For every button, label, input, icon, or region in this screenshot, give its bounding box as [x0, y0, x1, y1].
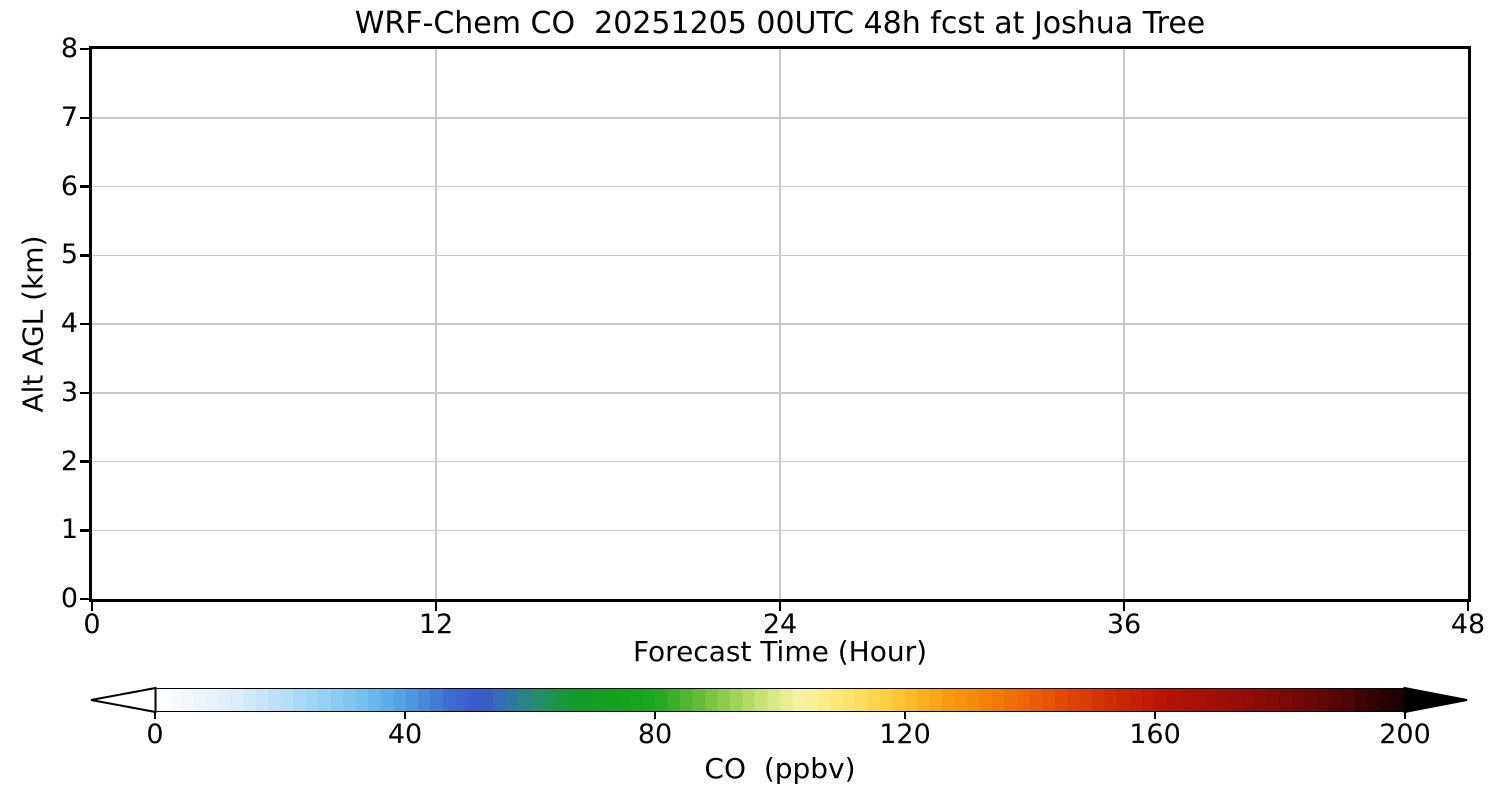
y-tick-label: 5 [60, 239, 78, 271]
colorbar-tick [904, 712, 906, 719]
y-axis-tick [80, 391, 89, 394]
y-tick-label: 3 [60, 376, 78, 408]
colorbar-tick [1404, 712, 1406, 719]
x-axis-tick [434, 602, 438, 611]
colorbar-gradient-bar [155, 688, 1405, 712]
colorbar-tick-label: 120 [879, 719, 931, 750]
colorbar-over-arrow [1403, 686, 1468, 714]
x-axis-label: Forecast Time (Hour) [632, 635, 928, 668]
x-tick-label: 24 [762, 609, 798, 640]
gridline-horizontal [92, 392, 1468, 394]
colorbar-tick-label: 40 [387, 719, 423, 750]
chart-title: WRF-Chem CO 20251205 00UTC 48h fcst at J… [354, 6, 1206, 41]
colorbar-tick-label: 0 [146, 719, 164, 750]
y-axis-tick [80, 185, 89, 188]
colorbar-tick-label: 200 [1379, 719, 1431, 750]
colorbar-label: CO (ppbv) [704, 752, 856, 785]
colorbar-tick [654, 712, 656, 719]
y-axis-tick [80, 529, 89, 532]
colorbar-tick [404, 712, 406, 719]
colorbar-under-arrow [90, 686, 157, 714]
y-tick-label: 2 [60, 445, 78, 477]
x-axis-tick [90, 602, 94, 611]
gridline-horizontal [92, 117, 1468, 119]
colorbar-tick-label: 80 [637, 719, 673, 750]
x-axis-tick [1466, 602, 1470, 611]
colorbar-tick-label: 160 [1129, 719, 1181, 750]
gridline-horizontal [92, 529, 1468, 531]
gridline-horizontal [92, 460, 1468, 463]
y-tick-label: 4 [60, 308, 78, 339]
x-axis-tick [778, 602, 782, 611]
gridline-horizontal [92, 185, 1468, 188]
gridline-horizontal [92, 254, 1468, 256]
y-tick-label: 0 [60, 583, 78, 614]
colorbar-under-arrow-shape [90, 686, 157, 714]
y-axis-tick [80, 116, 89, 119]
y-axis-tick [80, 460, 89, 463]
y-axis-tick [80, 47, 89, 51]
colorbar-over-arrow-shape [1403, 686, 1468, 714]
x-axis-tick [1122, 602, 1126, 611]
colorbar-tick [1154, 712, 1156, 719]
x-tick-label: 0 [83, 609, 101, 640]
plot-area [89, 46, 1471, 602]
x-tick-label: 48 [1450, 609, 1486, 640]
y-axis-tick [80, 322, 89, 326]
y-tick-label: 8 [60, 33, 78, 64]
y-tick-label: 7 [60, 101, 78, 133]
y-axis-tick [80, 597, 89, 601]
y-tick-label: 1 [60, 514, 78, 546]
y-axis-tick [80, 254, 89, 257]
x-tick-label: 12 [418, 609, 454, 640]
colorbar-tick [154, 712, 156, 719]
y-tick-label: 6 [60, 170, 78, 202]
gridline-horizontal [92, 323, 1468, 325]
x-tick-label: 36 [1106, 609, 1142, 640]
